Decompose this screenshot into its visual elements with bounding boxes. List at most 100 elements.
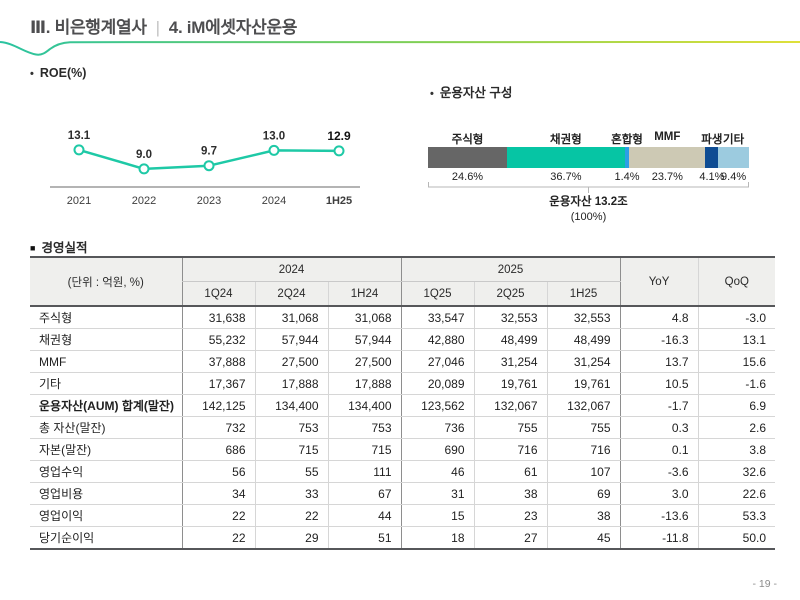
composition-segment-주식형 — [428, 147, 507, 168]
table-row: 주식형 31,638 31,068 31,068 33,547 32,553 32,553 4… — [30, 306, 776, 329]
roe-category-label: 1H25 — [326, 195, 352, 207]
table-cell: 690 — [400, 438, 475, 461]
table-cell: 4.8 — [619, 306, 699, 329]
row-label: 채권형 — [30, 328, 182, 351]
composition-segment-percent: 24.6% — [451, 171, 484, 183]
table-cell: 31,638 — [181, 306, 255, 329]
table-cell: 31 — [400, 482, 475, 505]
table-cell: 732 — [181, 416, 255, 439]
table-cell: 57,944 — [254, 328, 328, 351]
performance-table: (단위 : 억원, %) 2024 2025 YoY QoQ 1Q24 2Q24 1H24 1Q… — [30, 256, 776, 550]
table-cell: 107 — [546, 460, 621, 483]
roe-data-marker — [138, 163, 150, 175]
table-cell: 716 — [473, 438, 548, 461]
table-subheader-1H25: 1H25 — [546, 281, 621, 307]
table-cell: 15 — [400, 504, 475, 527]
table-cell: 22 — [181, 504, 255, 527]
table-row: MMF 37,888 27,500 27,500 27,046 31,254 31,254 1… — [30, 350, 776, 373]
table-cell: 111 — [327, 460, 402, 483]
roe-category-label: 2022 — [132, 195, 156, 207]
performance-section-title-text: 경영실적 — [41, 241, 88, 255]
table-cell: 17,888 — [327, 372, 402, 395]
row-label: 영업비용 — [30, 482, 182, 505]
composition-segment-label: 파생 — [701, 134, 723, 146]
composition-stacked-bar — [428, 147, 749, 168]
table-cell: 33 — [254, 482, 328, 505]
table-cell: 22 — [181, 526, 255, 550]
table-cell: 27,046 — [400, 350, 475, 373]
roe-section-title-text: ROE(%) — [39, 66, 87, 80]
table-cell: 31,068 — [254, 306, 328, 329]
roe-data-label: 13.0 — [263, 130, 285, 142]
table-cell: 46 — [400, 460, 475, 483]
composition-bracket-icon — [428, 182, 749, 193]
roe-data-label: 9.7 — [201, 146, 217, 158]
composition-segment-percent: 1.4% — [614, 171, 640, 183]
table-cell: 715 — [327, 438, 402, 461]
composition-segment-MMF — [629, 147, 706, 168]
table-subheader-2Q24: 2Q24 — [254, 281, 328, 307]
composition-total-value: 운용자산 13.2조 — [549, 196, 628, 208]
table-header-qoq: QoQ — [697, 257, 776, 307]
table-cell: 686 — [181, 438, 255, 461]
table-subheader-1Q25: 1Q25 — [400, 281, 475, 307]
composition-total: 운용자산 13.2조 (100%) — [428, 195, 749, 224]
table-row: 영업비용 34 33 67 31 38 69 3.0 22.6 — [30, 482, 776, 505]
square-bullet-icon: ■ — [30, 242, 36, 253]
table-cell: 33,547 — [400, 306, 475, 329]
table-cell: 48,499 — [546, 328, 621, 351]
table-cell: 53.3 — [697, 504, 776, 527]
table-subheader-1Q24: 1Q24 — [181, 281, 255, 307]
bullet-icon: • — [30, 68, 34, 80]
roe-data-label: 9.0 — [136, 149, 152, 161]
row-label: 영업수익 — [30, 460, 182, 483]
table-cell: 48,499 — [473, 328, 548, 351]
composition-segment-percent: 4.1% — [699, 171, 725, 183]
roe-category-label: 2023 — [197, 195, 221, 207]
table-cell: 61 — [473, 460, 548, 483]
roe-data-marker — [333, 145, 345, 157]
table-unit-label: (단위 : 억원, %) — [30, 257, 182, 307]
table-cell: -1.7 — [619, 394, 699, 417]
table-cell: -11.8 — [619, 526, 699, 550]
table-cell: 0.1 — [619, 438, 699, 461]
composition-segment-label: 채권형 — [550, 134, 582, 146]
table-cell: 19,761 — [546, 372, 621, 395]
table-cell: 0.3 — [619, 416, 699, 439]
table-cell: 55 — [254, 460, 328, 483]
table-cell: 19,761 — [473, 372, 548, 395]
roe-data-label: 13.1 — [68, 130, 91, 142]
table-cell: 134,400 — [254, 394, 328, 417]
table-row: 당기순이익 22 29 51 18 27 45 -11.8 50.0 — [30, 526, 776, 550]
roe-category-label: 2024 — [262, 195, 286, 207]
composition-segment-label: 기타 — [723, 134, 745, 146]
table-cell: 69 — [546, 482, 621, 505]
table-row: 총 자산(말잔) 732 753 753 736 755 755 0.3 2.6 — [30, 416, 776, 439]
table-subheader-1H24: 1H24 — [327, 281, 402, 307]
table-row: 채권형 55,232 57,944 57,944 42,880 48,499 48,499-… — [30, 328, 776, 351]
table-cell: 29 — [254, 526, 328, 550]
composition-segment-혼합형 — [624, 147, 630, 168]
table-cell: 27,500 — [254, 350, 328, 373]
table-cell: 716 — [546, 438, 621, 461]
table-cell: 13.7 — [619, 350, 699, 373]
table-cell: 715 — [254, 438, 328, 461]
title-divider: | — [155, 18, 160, 37]
table-cell: 3.8 — [697, 438, 776, 461]
page-title-section: Ⅲ. 비은행계열사 — [30, 18, 147, 37]
composition-segment-percents: 24.6% 36.7% 1.4% 23.7% 4.1% 9.4% — [428, 171, 749, 185]
table-cell: 38 — [473, 482, 548, 505]
roe-category-label: 2021 — [67, 195, 91, 207]
table-cell: 753 — [254, 416, 328, 439]
table-cell: 55,232 — [181, 328, 255, 351]
table-cell: 134,400 — [327, 394, 402, 417]
table-cell: 6.9 — [697, 394, 776, 417]
composition-section-title: • 운용자산 구성 — [430, 82, 512, 101]
bullet-icon: • — [430, 88, 434, 100]
table-cell: 27 — [473, 526, 548, 550]
table-cell: 2.6 — [697, 416, 776, 439]
table-cell: -16.3 — [619, 328, 699, 351]
row-label: 운용자산(AUM) 합계(말잔) — [30, 394, 182, 417]
table-cell: 736 — [400, 416, 475, 439]
table-cell: 57,944 — [327, 328, 402, 351]
